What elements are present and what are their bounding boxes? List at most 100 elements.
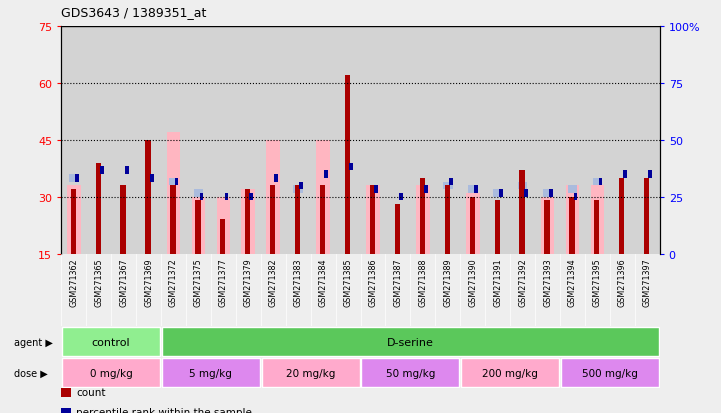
Bar [96,163,101,254]
Bar [518,182,527,190]
Text: GSM271362: GSM271362 [69,258,79,306]
Text: GSM271386: GSM271386 [368,258,378,306]
Bar [366,186,380,254]
Text: GSM271394: GSM271394 [568,258,577,306]
Bar [162,358,260,387]
Text: agent ▶: agent ▶ [14,337,53,347]
Bar [543,190,552,197]
Bar [593,178,602,186]
Text: GSM271388: GSM271388 [418,258,428,306]
Bar [619,178,624,254]
Bar [561,358,659,387]
Text: GSM271392: GSM271392 [518,258,527,306]
Bar [216,197,230,254]
Bar [549,190,552,197]
Text: dose ▶: dose ▶ [14,368,48,378]
Bar [424,186,428,193]
Bar [499,190,503,197]
Bar [624,171,627,178]
Bar [317,140,330,254]
Text: GSM271393: GSM271393 [543,258,552,306]
Bar [644,178,650,254]
Bar [194,190,203,197]
Bar [570,197,575,254]
Bar [75,174,79,182]
Bar [443,182,453,190]
Bar [523,190,528,197]
Text: GSM271391: GSM271391 [493,258,502,306]
Bar [574,193,578,201]
Bar [361,358,459,387]
Text: control: control [92,337,131,347]
Text: GSM271377: GSM271377 [219,258,228,306]
Bar [242,190,255,254]
Text: 20 mg/kg: 20 mg/kg [286,368,335,378]
Text: GSM271372: GSM271372 [169,258,178,306]
Text: GSM271369: GSM271369 [144,258,153,306]
Text: GSM271375: GSM271375 [194,258,203,306]
Bar [416,186,430,254]
Bar [598,178,602,186]
Bar [245,190,250,254]
Text: 5 mg/kg: 5 mg/kg [190,368,232,378]
Text: GSM271387: GSM271387 [394,258,402,306]
Bar [395,205,400,254]
Text: GSM271395: GSM271395 [593,258,602,306]
Bar [468,186,477,193]
Bar [62,358,160,387]
Bar [466,193,479,254]
Bar [594,201,599,254]
Bar [324,171,328,178]
Bar [195,201,200,254]
Bar [162,328,659,356]
Bar [420,178,425,254]
Text: GSM271390: GSM271390 [468,258,477,306]
Bar [125,167,128,174]
Bar [262,358,360,387]
Text: 200 mg/kg: 200 mg/kg [482,368,538,378]
Bar [374,186,378,193]
Bar [150,174,154,182]
Bar [449,178,453,186]
Text: 500 mg/kg: 500 mg/kg [582,368,638,378]
Bar [270,186,275,254]
Bar [146,140,151,254]
Bar [62,328,160,356]
Bar [469,197,475,254]
Bar [224,193,229,201]
Text: 0 mg/kg: 0 mg/kg [90,368,133,378]
Bar [541,197,554,254]
Bar [565,186,579,254]
Bar [320,186,325,254]
Text: GSM271379: GSM271379 [244,258,253,306]
Bar [345,76,350,254]
Bar [192,197,205,254]
Bar [167,133,180,254]
Bar [474,186,478,193]
Text: GSM271385: GSM271385 [343,258,353,306]
Text: GSM271389: GSM271389 [443,258,452,306]
Text: GSM271397: GSM271397 [642,258,652,306]
Bar [461,358,559,387]
Bar [67,186,81,254]
Bar [349,163,353,171]
Text: GSM271367: GSM271367 [119,258,128,306]
Bar [445,186,450,254]
Bar [519,171,525,254]
Text: count: count [76,387,106,397]
Bar [299,182,303,190]
Bar [370,186,375,254]
Text: D-serine: D-serine [387,337,434,347]
Bar [69,174,79,182]
Bar [200,193,203,201]
Bar [567,186,578,193]
Bar [174,178,179,186]
Bar [493,190,503,197]
Bar [170,186,176,254]
Bar [648,171,653,178]
Text: GSM271382: GSM271382 [269,258,278,306]
Text: 50 mg/kg: 50 mg/kg [386,368,435,378]
Text: GSM271365: GSM271365 [94,258,103,306]
Text: GDS3643 / 1389351_at: GDS3643 / 1389351_at [61,6,207,19]
Bar [220,220,226,254]
